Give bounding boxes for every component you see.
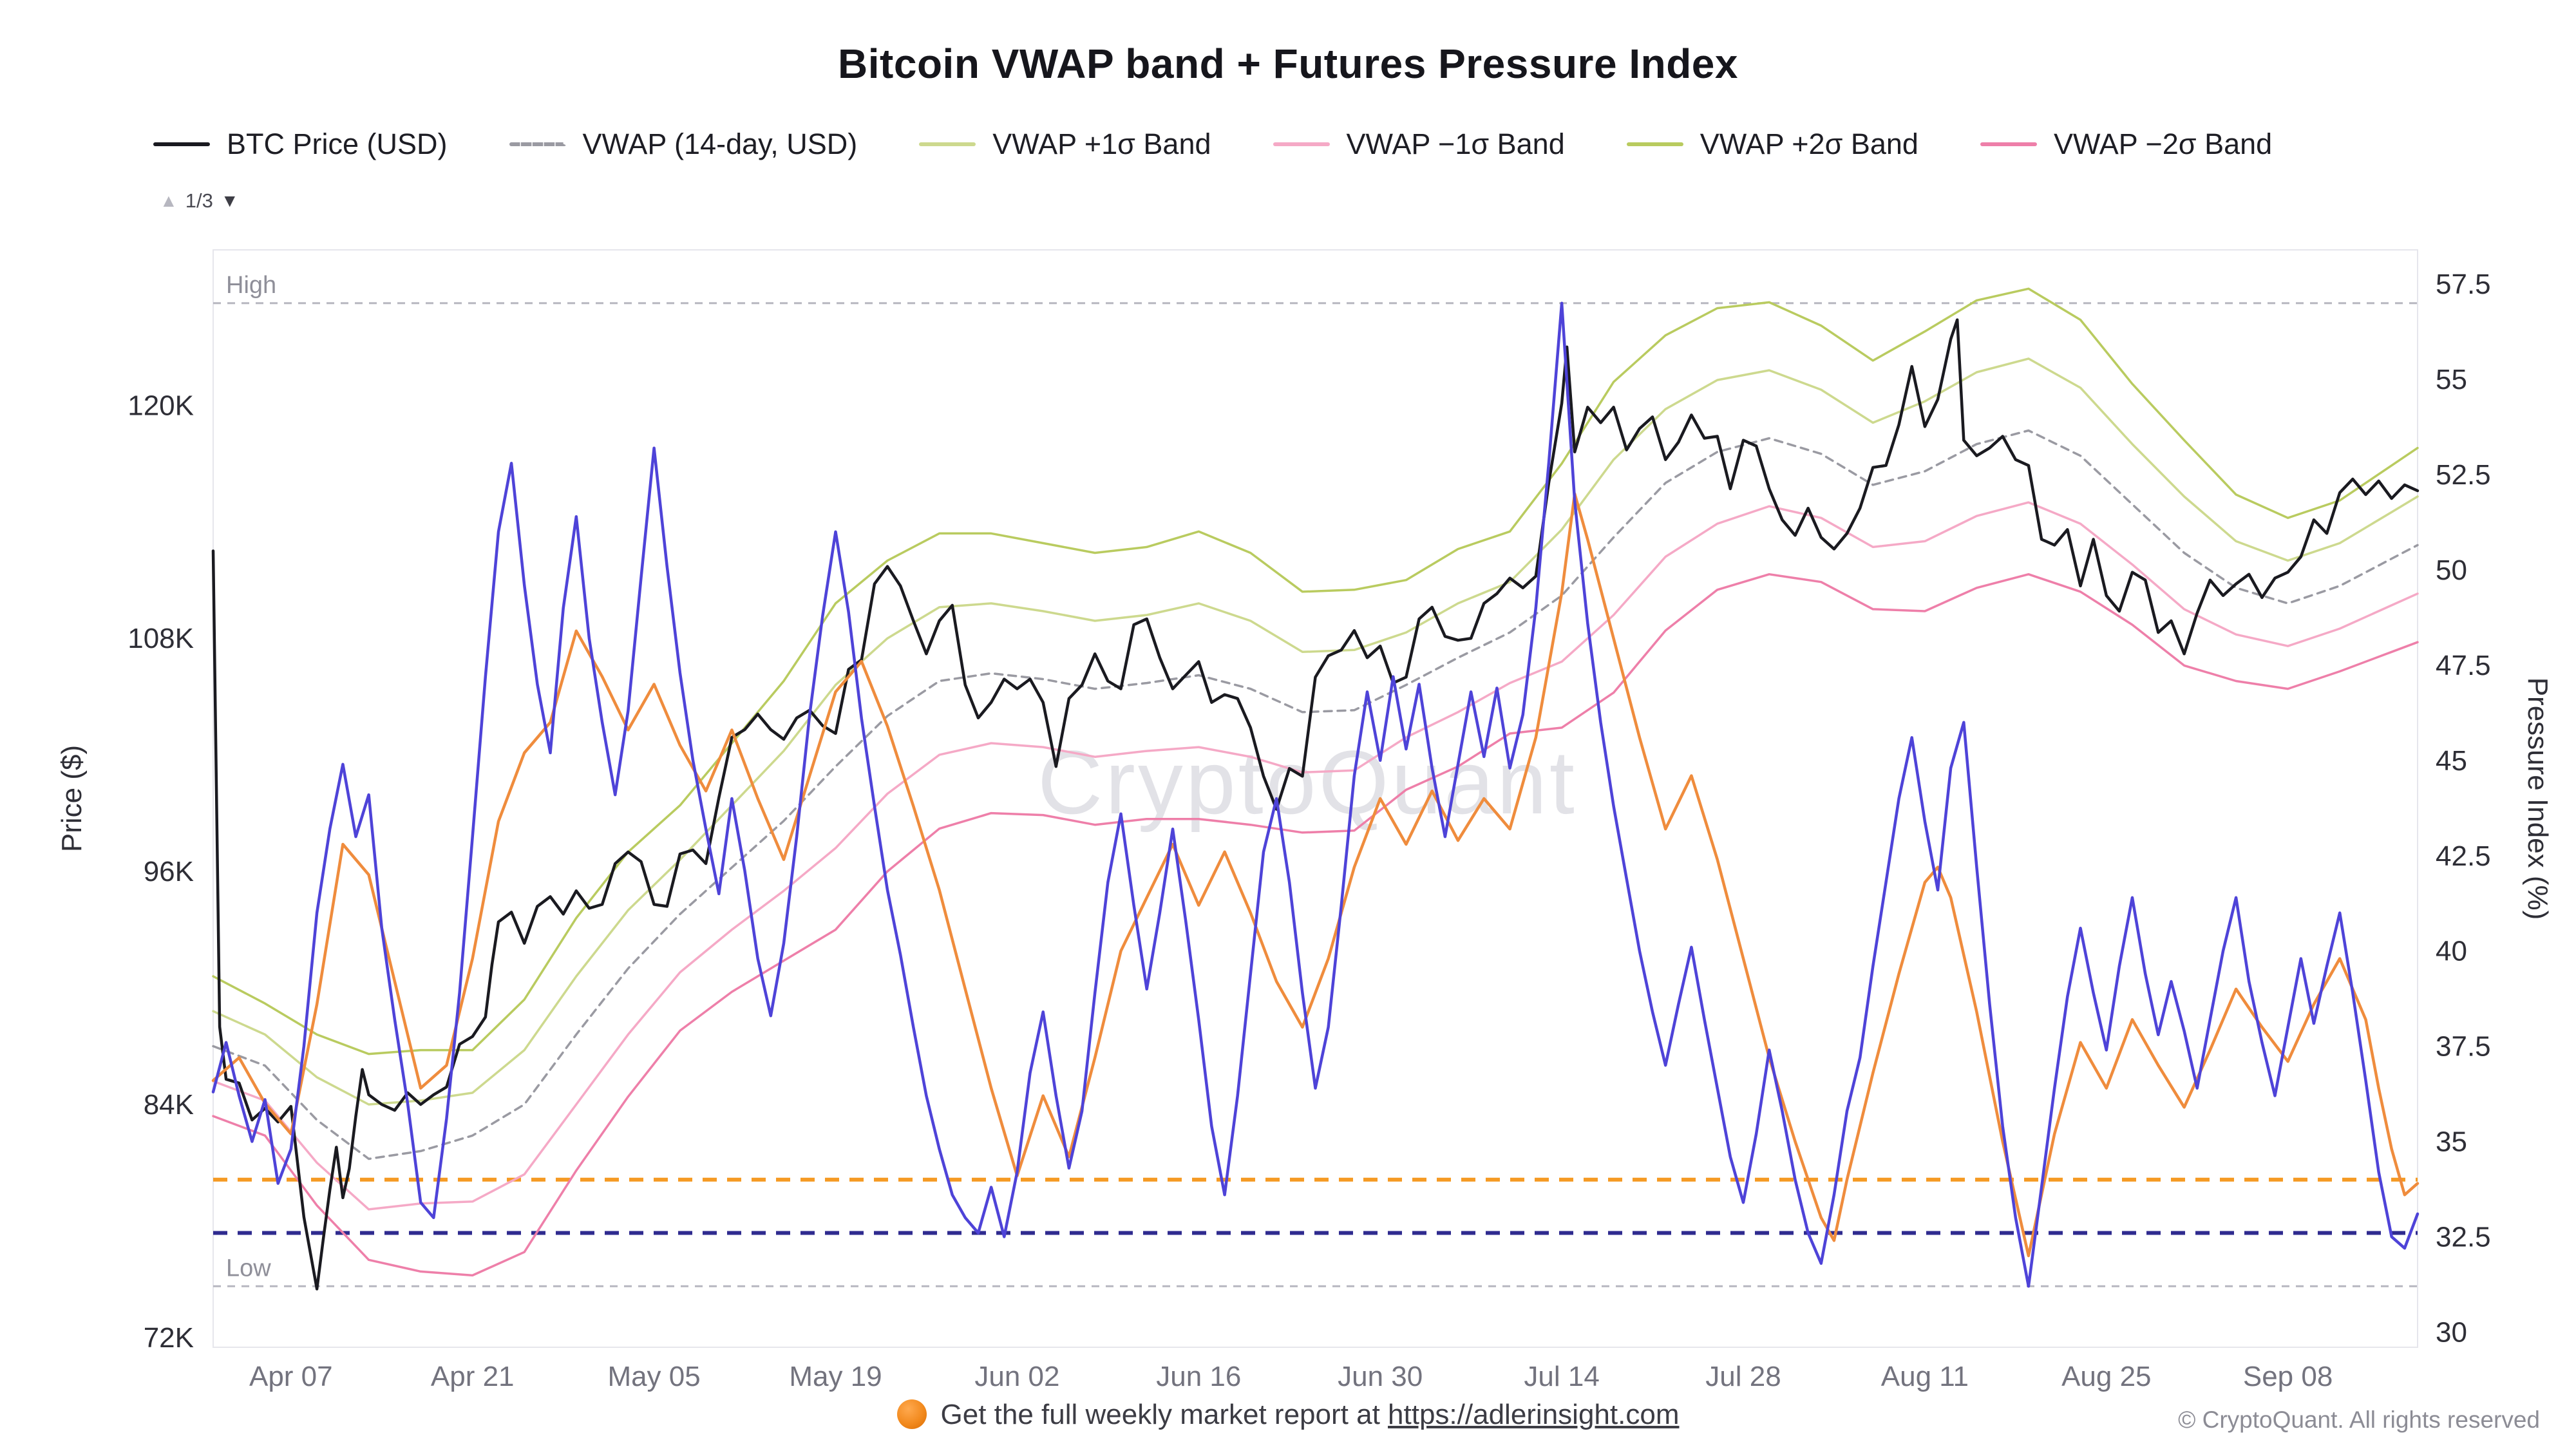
legend-item-1[interactable]: BTC Price (USD): [153, 128, 448, 161]
x-tick-label: May 05: [607, 1361, 700, 1392]
legend-label: VWAP +2σ Band: [1700, 128, 1918, 160]
copyright: © CryptoQuant. All rights reserved: [2178, 1406, 2540, 1433]
legend-page-up-icon[interactable]: ▲: [160, 191, 178, 211]
legend-swatch: [153, 142, 210, 146]
y-right-tick-label: 35: [2436, 1126, 2467, 1158]
x-tick-label: Aug 11: [1881, 1361, 1969, 1392]
y-left-tick-label: 108K: [128, 623, 194, 654]
chart-title: Bitcoin VWAP band + Futures Pressure Ind…: [838, 41, 1738, 87]
legend-swatch: [919, 142, 976, 146]
series-vwap-14d: [212, 429, 2419, 1160]
x-tick-label: Jun 02: [974, 1361, 1059, 1392]
y-right-tick-label: 57.5: [2436, 269, 2491, 300]
series-vwap-plus-1sigma: [212, 357, 2419, 1106]
series-pressure-index-orange: [211, 492, 2420, 1258]
legend-page-indicator: 1/3: [185, 189, 213, 212]
y-right-tick-label: 45: [2436, 745, 2467, 777]
x-tick-label: Jul 28: [1705, 1361, 1781, 1392]
legend-pager: ▲ 1/3 ▼: [160, 189, 239, 213]
legend-swatch: [1980, 142, 2037, 146]
y-left-tick-label: 72K: [144, 1322, 194, 1354]
y-left-tick-label: 84K: [144, 1089, 194, 1121]
legend-label: VWAP −1σ Band: [1346, 128, 1565, 160]
legend-swatch: [1626, 142, 1683, 146]
legend-item-2[interactable]: VWAP (14-day, USD): [509, 128, 858, 161]
y-right-tick-label: 32.5: [2436, 1221, 2491, 1253]
ref-line-label-high: High: [226, 272, 276, 299]
y-axis-title-right: Pressure Index (%): [2522, 677, 2553, 920]
series-pressure-index-blue: [211, 301, 2420, 1288]
orange-circle-icon: [896, 1399, 927, 1429]
plot-border: [213, 249, 2418, 1348]
y-right-tick-label: 37.5: [2436, 1031, 2491, 1063]
y-right-tick-label: 50: [2436, 554, 2467, 586]
legend-label: VWAP −2σ Band: [2053, 128, 2273, 160]
x-tick-label: Apr 07: [249, 1361, 333, 1392]
y-left-tick-label: 120K: [128, 390, 194, 421]
legend-swatch: [509, 142, 566, 146]
y-right-tick-label: 30: [2436, 1316, 2467, 1348]
legend-item-5[interactable]: VWAP +2σ Band: [1626, 128, 1918, 161]
x-tick-label: Jun 30: [1338, 1361, 1423, 1392]
legend-swatch: [1273, 142, 1330, 146]
y-axis-title-left: Price ($): [56, 744, 88, 853]
legend-page-down-icon[interactable]: ▼: [220, 191, 239, 211]
y-left-tick-label: 96K: [144, 856, 194, 887]
series-vwap-plus-2sigma: [212, 287, 2419, 1056]
x-tick-label: Apr 21: [431, 1361, 515, 1392]
legend-label: BTC Price (USD): [227, 128, 448, 160]
legend-item-4[interactable]: VWAP −1σ Band: [1273, 128, 1565, 161]
y-right-tick-label: 55: [2436, 364, 2467, 395]
y-right-tick-label: 42.5: [2436, 840, 2491, 872]
x-tick-label: Jul 14: [1524, 1361, 1599, 1392]
legend-item-3[interactable]: VWAP +1σ Band: [919, 128, 1211, 161]
x-tick-label: Aug 25: [2061, 1361, 2151, 1392]
y-right-tick-label: 40: [2436, 936, 2467, 967]
legend: BTC Price (USD) VWAP (14-day, USD) VWAP +1…: [153, 128, 2272, 161]
x-tick-label: Sep 08: [2243, 1361, 2333, 1392]
series-vwap-minus-1sigma: [212, 501, 2419, 1211]
series-btc-price: [211, 318, 2420, 1291]
legend-label: VWAP +1σ Band: [992, 128, 1211, 160]
ref-line-label-low: Low: [226, 1255, 271, 1282]
series-vwap-minus-2sigma: [212, 573, 2419, 1277]
footer: Get the full weekly market report at htt…: [0, 1399, 2576, 1431]
y-right-tick-label: 47.5: [2436, 650, 2491, 681]
footer-link[interactable]: https://adlerinsight.com: [1388, 1399, 1680, 1430]
y-right-tick-label: 52.5: [2436, 459, 2491, 491]
x-tick-label: May 19: [789, 1361, 882, 1392]
footer-text: Get the full weekly market report at: [940, 1399, 1380, 1430]
legend-item-6[interactable]: VWAP −2σ Band: [1980, 128, 2272, 161]
legend-label: VWAP (14-day, USD): [582, 128, 858, 160]
x-tick-label: Jun 16: [1156, 1361, 1241, 1392]
